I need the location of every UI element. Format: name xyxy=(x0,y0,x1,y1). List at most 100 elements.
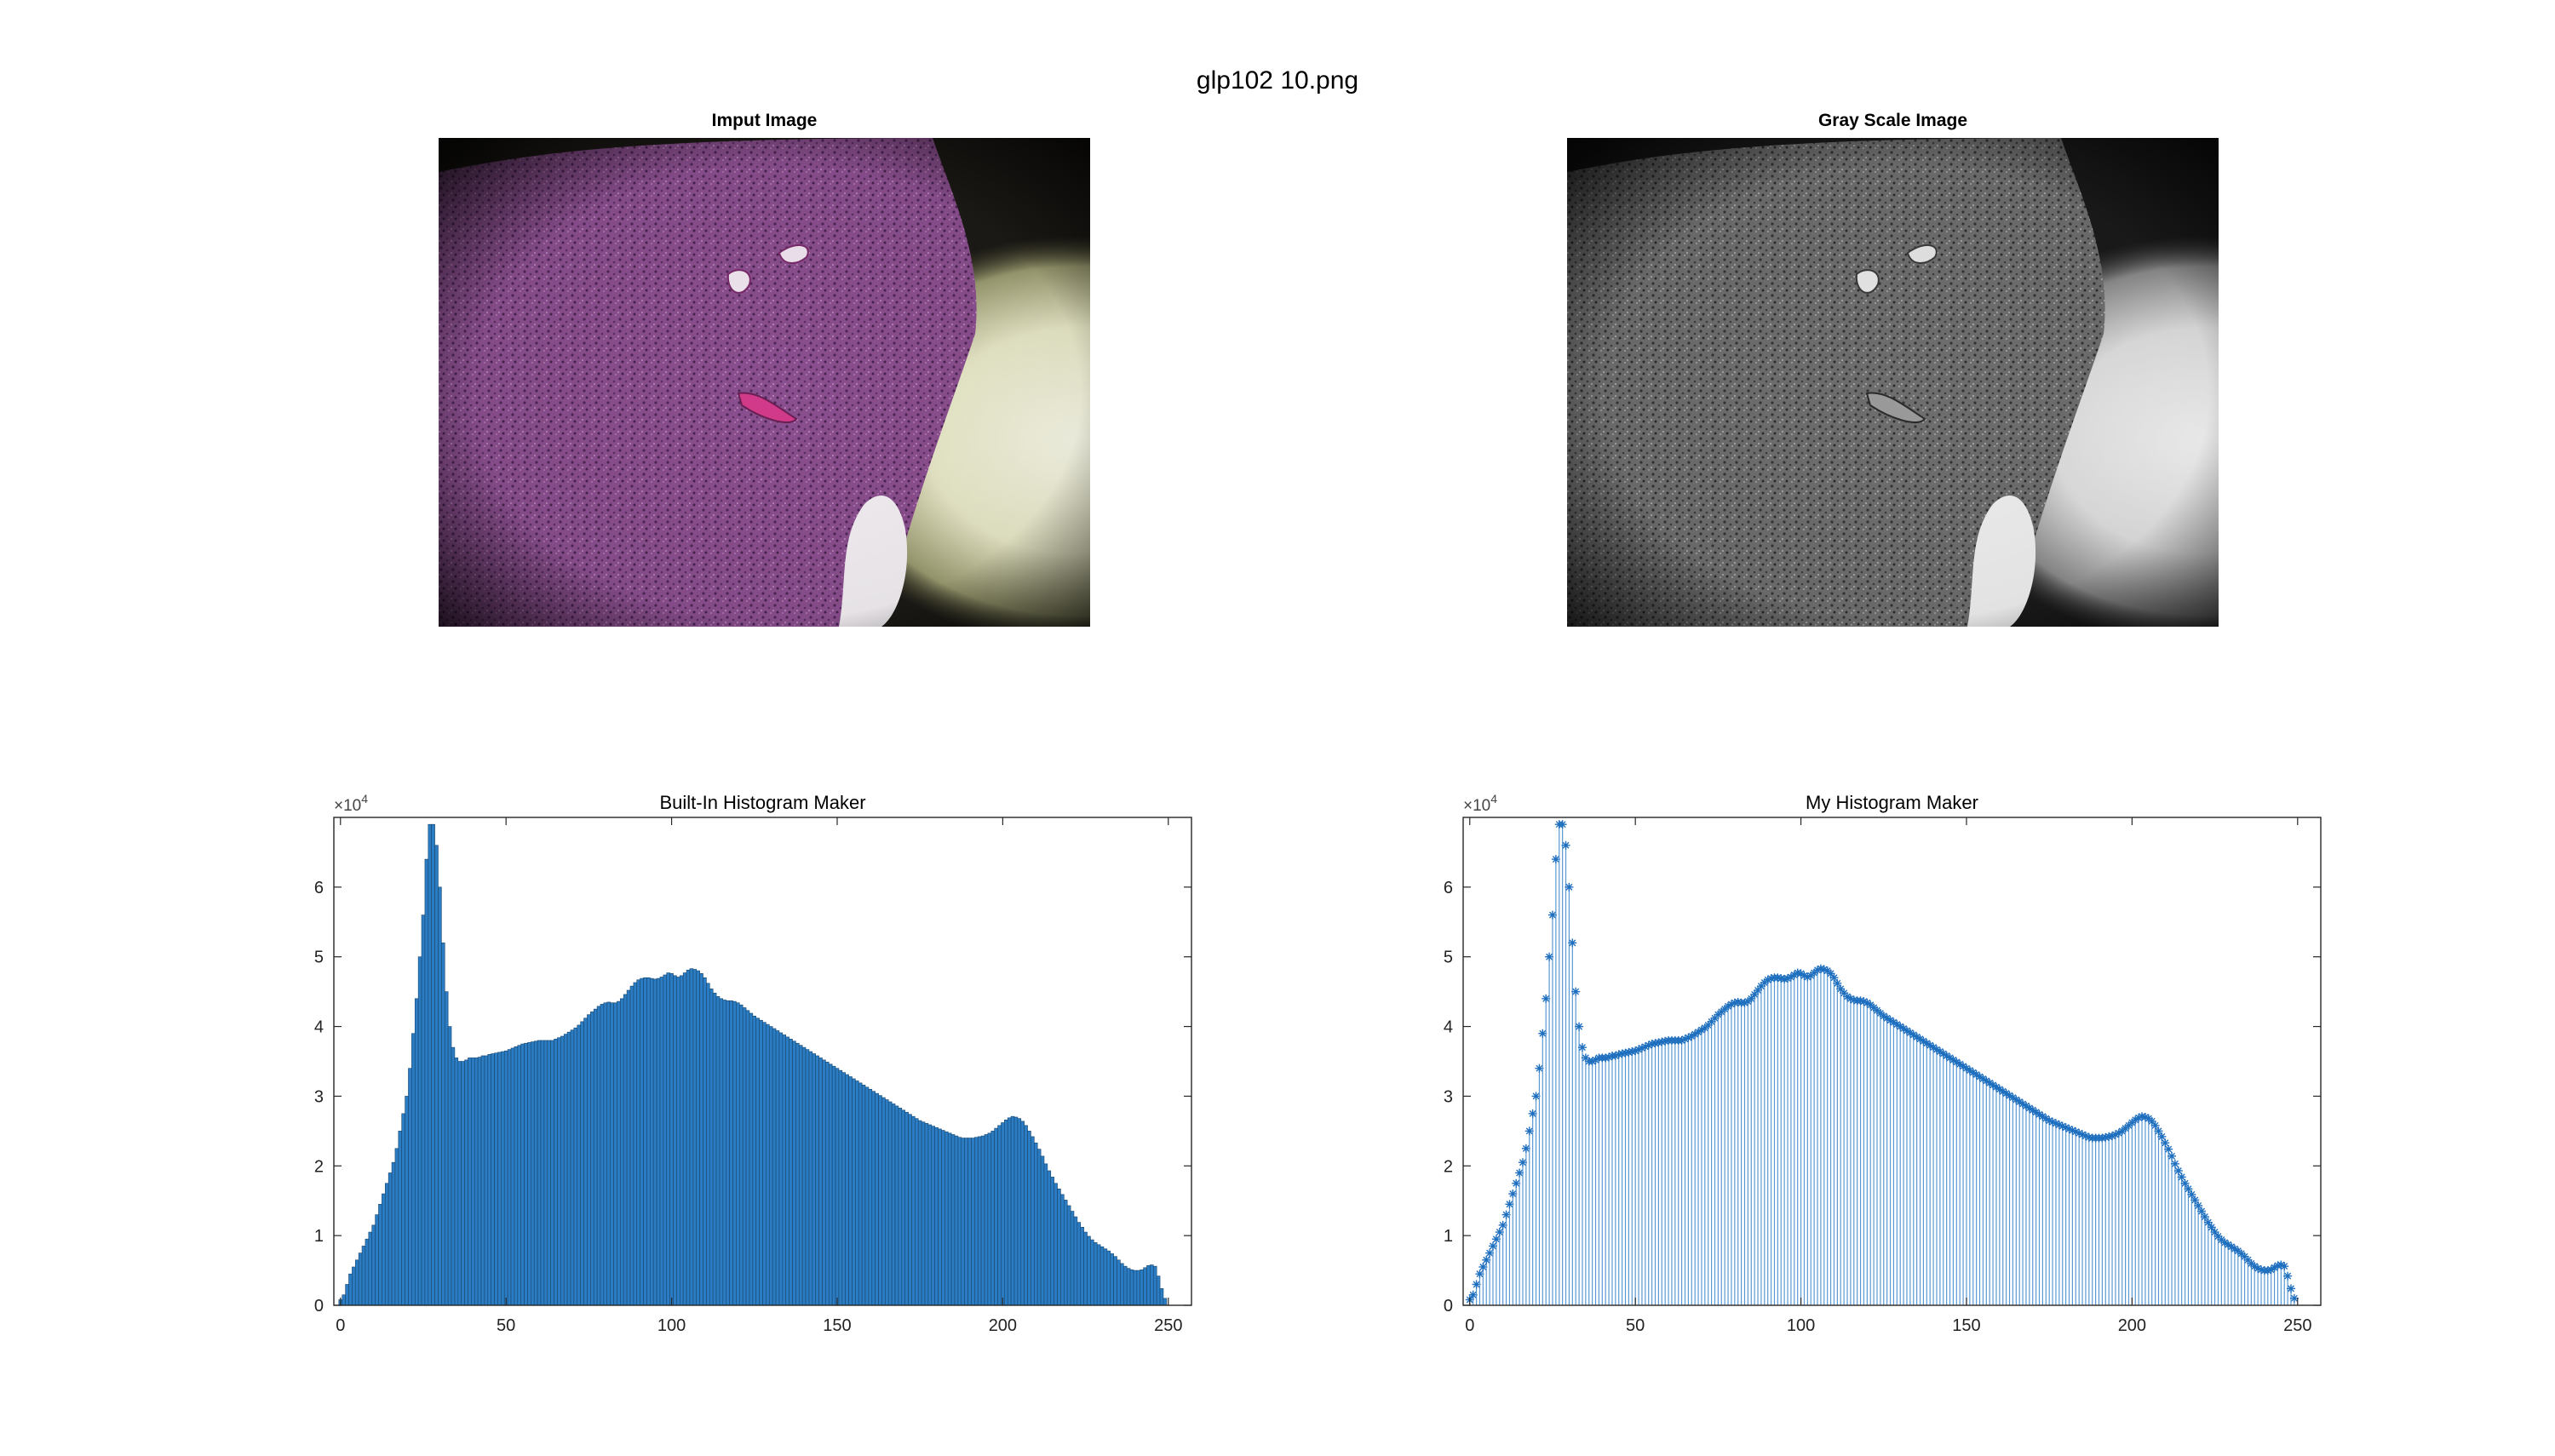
histogram-bar xyxy=(878,1095,882,1306)
histogram-bar xyxy=(1110,1253,1114,1306)
histogram-bar xyxy=(501,1051,505,1306)
input-image-title: Imput Image xyxy=(711,111,818,130)
histogram-bar xyxy=(1036,1149,1042,1306)
histogram-bar xyxy=(633,982,638,1306)
histogram-bar xyxy=(812,1053,817,1306)
stem-marker xyxy=(1637,1043,1646,1052)
histogram-bar xyxy=(841,1072,847,1306)
histogram-bar xyxy=(1090,1239,1094,1306)
histogram-bar xyxy=(924,1123,929,1306)
histogram-bar xyxy=(696,970,700,1306)
histogram-bar xyxy=(715,996,721,1306)
histogram-bar xyxy=(964,1138,968,1306)
histogram-bar xyxy=(941,1130,945,1306)
histogram-bar xyxy=(368,1231,373,1306)
x-tick-label: 200 xyxy=(2118,1316,2146,1335)
stem-marker xyxy=(2280,1262,2289,1271)
histogram-bar xyxy=(901,1109,905,1306)
histogram-bar xyxy=(457,1061,462,1306)
histogram-bar xyxy=(1057,1188,1061,1306)
histogram-bar xyxy=(438,886,442,1306)
histogram-bar xyxy=(408,1068,412,1306)
histogram-bar xyxy=(789,1039,793,1306)
histogram-bar xyxy=(554,1039,558,1306)
histogram-bar xyxy=(454,1058,459,1306)
histogram-bar xyxy=(974,1137,979,1306)
histogram-bar xyxy=(887,1101,893,1306)
stem-marker xyxy=(1571,987,1581,996)
histogram-bar xyxy=(1106,1250,1111,1306)
histogram-bar xyxy=(805,1049,810,1306)
histogram-bar xyxy=(1103,1248,1108,1306)
histogram-bar xyxy=(1004,1119,1008,1306)
histogram-bar xyxy=(378,1204,382,1306)
histogram-bar xyxy=(686,969,691,1306)
histogram-bar xyxy=(503,1050,508,1306)
histogram-bar xyxy=(1007,1117,1012,1306)
histogram-bar xyxy=(431,823,435,1306)
stem-marker xyxy=(1495,1228,1504,1237)
histogram-bar xyxy=(540,1040,545,1306)
histogram-bar xyxy=(494,1052,498,1306)
histogram-bar xyxy=(358,1253,363,1306)
my-histogram-chart: My Histogram Maker 0 50 100 150 200 250 0 1 2 3 4 5 6… xyxy=(1444,792,2322,1335)
histogram-bar xyxy=(994,1127,998,1306)
input-image xyxy=(439,138,1090,627)
histogram-bar xyxy=(825,1062,830,1306)
stem-marker xyxy=(1829,973,1839,983)
histogram-bar xyxy=(848,1076,853,1306)
y-tick-label: 0 xyxy=(1444,1297,1453,1316)
histogram-bar xyxy=(613,1002,617,1306)
histogram-bar xyxy=(656,977,661,1306)
x-tick-label: 150 xyxy=(823,1316,851,1335)
histogram-bar xyxy=(904,1111,909,1306)
histogram-bar xyxy=(1034,1142,1038,1306)
histogram-bar xyxy=(1020,1121,1025,1306)
histogram-bar xyxy=(587,1014,591,1306)
histogram-bar xyxy=(414,998,419,1306)
histogram-bar xyxy=(782,1035,787,1306)
histogram-bar xyxy=(1122,1265,1128,1306)
histogram-bar xyxy=(461,1061,465,1306)
histogram-bar xyxy=(580,1021,584,1306)
histogram-bar xyxy=(1143,1267,1147,1306)
histogram-bar xyxy=(577,1024,581,1306)
histogram-bar xyxy=(570,1029,575,1306)
histogram-bar xyxy=(626,989,631,1306)
stem-marker xyxy=(1955,1059,1965,1069)
histogram-bar xyxy=(908,1114,912,1306)
histogram-bar xyxy=(345,1284,349,1306)
stem-marker xyxy=(2194,1201,2203,1210)
histogram-bar xyxy=(1117,1259,1121,1306)
histogram-bar xyxy=(961,1138,965,1306)
histogram-bar xyxy=(491,1053,495,1306)
chart-title: My Histogram Maker xyxy=(1806,792,1978,813)
histogram-bar xyxy=(405,1096,409,1306)
histogram-bar xyxy=(342,1294,346,1306)
stem-marker xyxy=(2197,1207,2207,1216)
histogram-bar xyxy=(822,1059,826,1306)
gray-image-title: Gray Scale Image xyxy=(1817,111,1968,130)
histogram-bar xyxy=(818,1058,823,1306)
histogram-bar xyxy=(954,1135,959,1306)
histogram-bar xyxy=(689,968,694,1306)
histogram-bar xyxy=(610,1002,614,1306)
histogram-bar xyxy=(971,1138,975,1306)
histogram-bar xyxy=(596,1006,601,1306)
histogram-bar xyxy=(620,998,624,1306)
histogram-bar xyxy=(471,1058,475,1306)
histogram-bar xyxy=(722,1000,727,1306)
histogram-bar xyxy=(444,991,449,1306)
histogram-bar xyxy=(967,1138,972,1306)
histogram-bar xyxy=(468,1058,472,1306)
histogram-bar xyxy=(1031,1136,1035,1306)
stem-marker xyxy=(1833,978,1842,988)
histogram-bar xyxy=(852,1078,856,1306)
histogram-bar xyxy=(785,1036,789,1306)
histogram-bar xyxy=(1047,1170,1052,1306)
histogram-bar xyxy=(1094,1242,1098,1306)
histogram-bar xyxy=(679,975,684,1306)
histogram-bar xyxy=(543,1040,548,1306)
y-exponent-label: ×104 xyxy=(334,792,368,815)
histogram-bar xyxy=(795,1042,800,1306)
